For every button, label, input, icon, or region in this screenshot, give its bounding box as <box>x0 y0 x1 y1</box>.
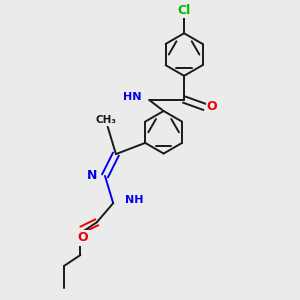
Text: HN: HN <box>123 92 142 102</box>
Text: O: O <box>78 231 88 244</box>
Text: Cl: Cl <box>178 4 191 17</box>
Text: NH: NH <box>125 196 144 206</box>
Text: N: N <box>87 169 98 182</box>
Text: O: O <box>207 100 217 113</box>
Text: CH₃: CH₃ <box>96 115 117 125</box>
